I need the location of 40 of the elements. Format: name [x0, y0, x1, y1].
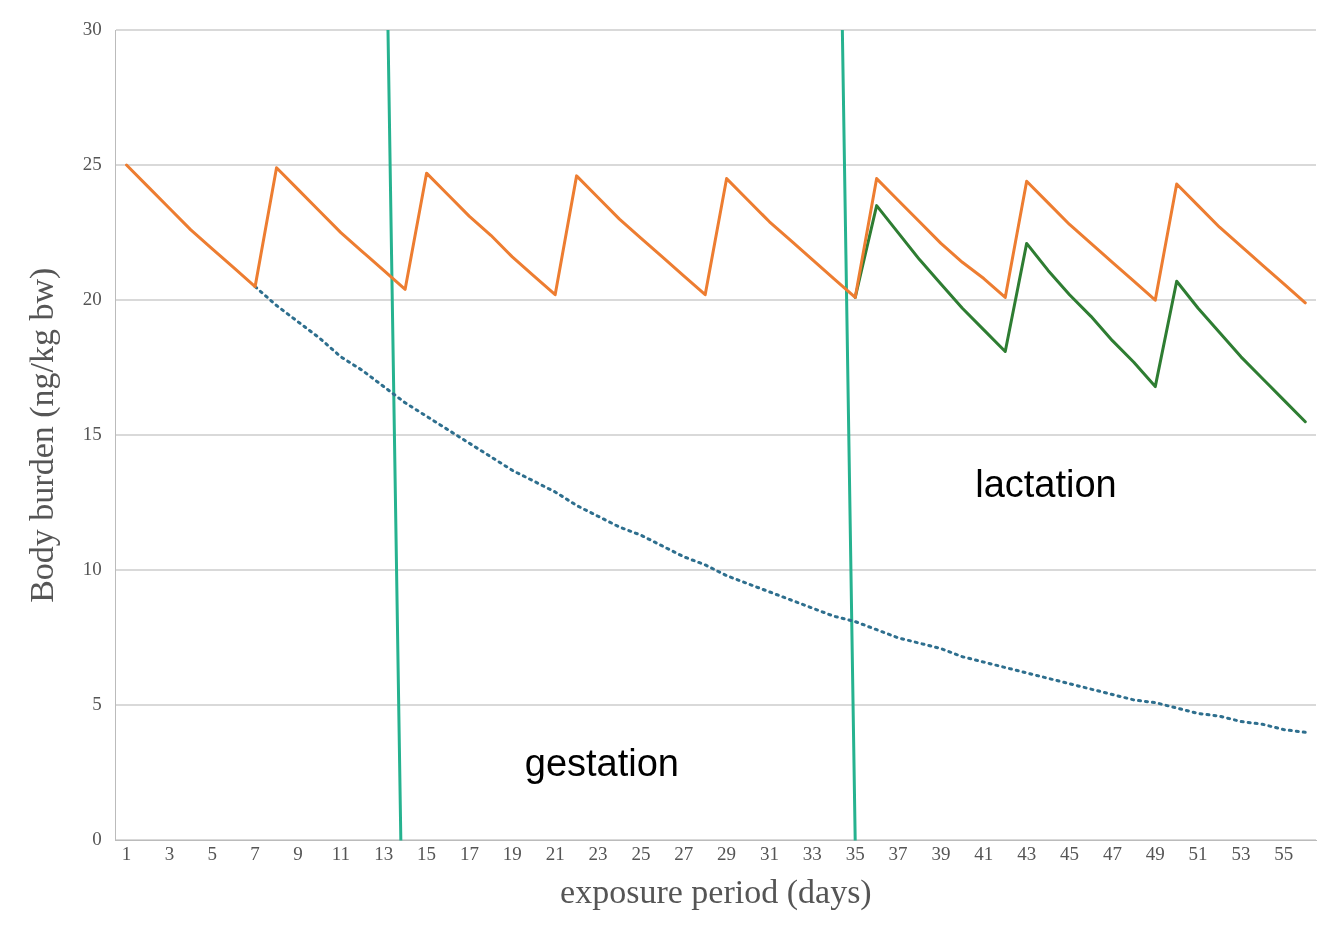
x-axis-title: exposure period (days): [560, 872, 872, 911]
x-tick-label: 3: [164, 842, 175, 864]
y-tick-label: 20: [82, 288, 102, 310]
y-tick-label: 10: [82, 558, 102, 580]
y-tick-label: 30: [82, 17, 102, 39]
x-tick-label: 51: [1188, 842, 1208, 864]
y-tick-label: 5: [92, 693, 102, 715]
x-tick-label: 35: [845, 842, 865, 864]
x-tick-label: 15: [417, 842, 437, 864]
x-tick-label: 31: [759, 842, 779, 864]
x-tick-label: 9: [293, 842, 303, 864]
y-tick-label: 15: [82, 423, 102, 445]
y-axis-title: Body burden (ng/kg bw): [23, 267, 62, 603]
x-tick-label: 25: [631, 842, 651, 864]
y-tick-label: 25: [82, 153, 102, 175]
x-tick-label: 19: [502, 842, 522, 864]
x-tick-label: 5: [207, 842, 217, 864]
x-tick-label: 33: [802, 842, 822, 864]
x-tick-label: 41: [974, 842, 994, 864]
x-tick-label: 49: [1145, 842, 1165, 864]
x-tick-label: 29: [717, 842, 737, 864]
annotation: gestation: [524, 742, 679, 785]
x-tick-label: 47: [1102, 842, 1122, 864]
x-tick-label: 37: [888, 842, 908, 864]
x-tick-label: 1: [121, 842, 132, 864]
annotation: lactation: [975, 462, 1117, 505]
x-tick-label: 23: [588, 842, 608, 864]
x-tick-label: 39: [931, 842, 951, 864]
x-tick-label: 27: [674, 842, 694, 864]
x-tick-label: 43: [1017, 842, 1037, 864]
line-series: [253, 285, 1307, 734]
y-tick-label: 0: [92, 828, 102, 850]
x-tick-label: 11: [331, 842, 350, 864]
x-tick-label: 53: [1231, 842, 1251, 864]
x-tick-label: 17: [459, 842, 479, 864]
x-tick-label: 21: [545, 842, 565, 864]
x-tick-label: 55: [1274, 842, 1294, 864]
x-tick-label: 45: [1060, 842, 1080, 864]
x-tick-label: 13: [374, 842, 394, 864]
x-tick-label: 7: [250, 842, 260, 864]
